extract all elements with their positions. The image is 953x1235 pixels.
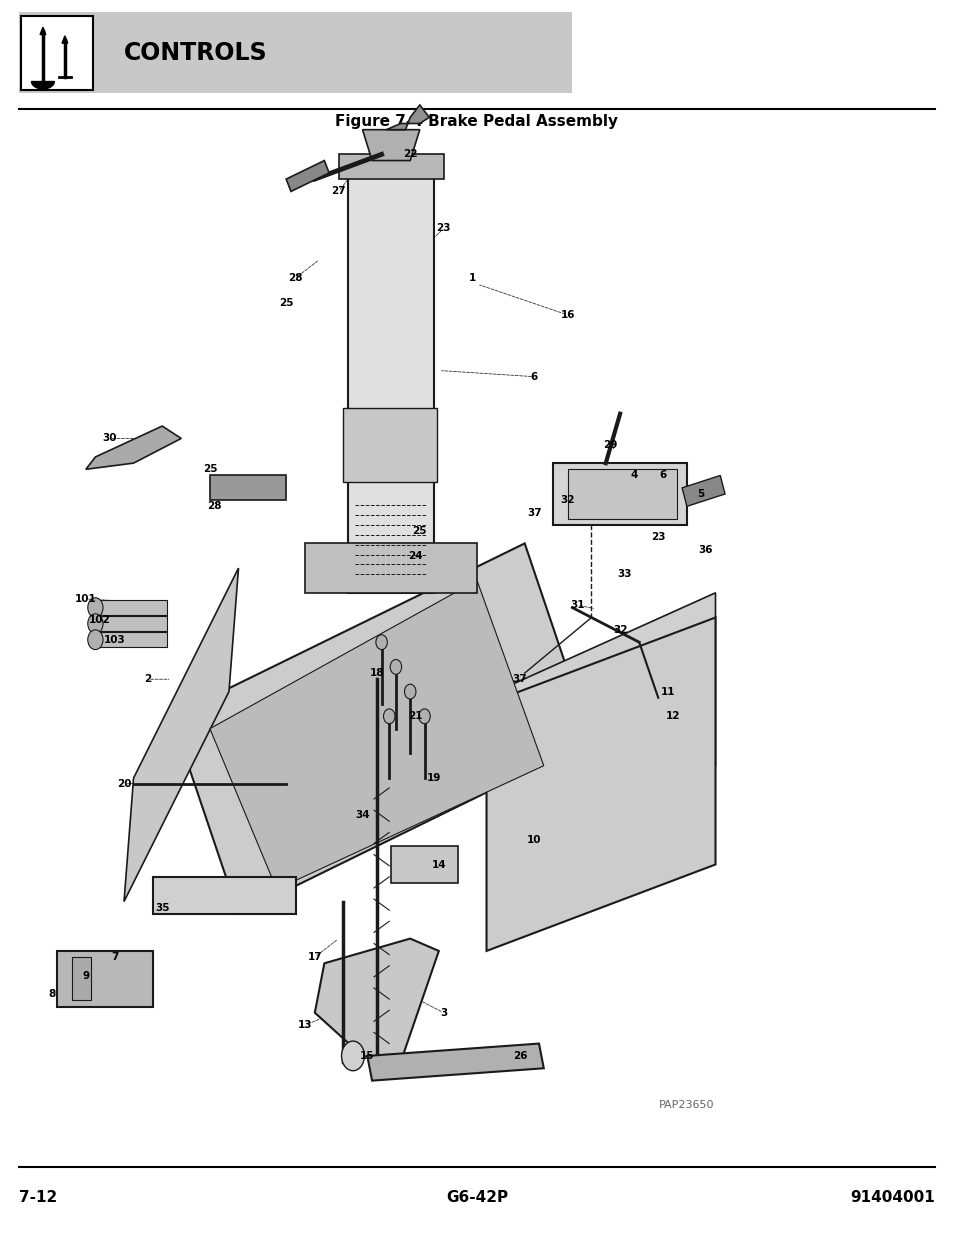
Polygon shape [348,161,434,593]
Text: 37: 37 [526,508,541,517]
Text: 8: 8 [49,989,56,999]
Text: 33: 33 [617,569,632,579]
Text: 101: 101 [75,594,96,604]
Text: 21: 21 [407,711,422,721]
Text: 28: 28 [288,273,303,283]
Text: 15: 15 [359,1051,375,1061]
Text: 7-12: 7-12 [19,1191,57,1205]
Text: 24: 24 [407,551,422,561]
Polygon shape [62,36,68,43]
Text: CONTROLS: CONTROLS [124,41,268,65]
Text: 30: 30 [102,433,117,443]
Text: 27: 27 [331,186,346,196]
Bar [19,12,572,93]
Polygon shape [553,463,686,525]
Text: 29: 29 [602,440,618,450]
Text: 18: 18 [369,668,384,678]
Text: 25: 25 [202,464,217,474]
Polygon shape [210,580,543,889]
Circle shape [88,598,103,618]
Text: 1: 1 [468,273,476,283]
Text: 23: 23 [650,532,665,542]
Polygon shape [386,105,429,130]
Polygon shape [57,951,152,1007]
Text: 14: 14 [431,860,446,869]
Polygon shape [681,475,724,506]
Polygon shape [86,426,181,469]
Polygon shape [91,632,167,647]
Text: 34: 34 [355,810,370,820]
Text: 25: 25 [412,526,427,536]
Text: 10: 10 [526,835,541,845]
Text: 103: 103 [104,635,125,645]
Circle shape [341,1041,364,1071]
Text: 23: 23 [436,224,451,233]
Text: G6-42P: G6-42P [445,1191,508,1205]
Polygon shape [314,939,438,1062]
Polygon shape [91,600,167,615]
Text: 32: 32 [559,495,575,505]
Circle shape [418,709,430,724]
Polygon shape [305,543,476,593]
Text: 35: 35 [154,903,170,913]
Text: 32: 32 [612,625,627,635]
Circle shape [404,684,416,699]
Polygon shape [71,957,91,1000]
Polygon shape [172,543,591,914]
Circle shape [383,709,395,724]
Text: 5: 5 [697,489,704,499]
Polygon shape [286,161,329,191]
Circle shape [375,635,387,650]
Text: 3: 3 [439,1008,447,1018]
Polygon shape [91,616,167,631]
Text: 36: 36 [698,545,713,555]
Text: 20: 20 [116,779,132,789]
Text: 6: 6 [530,372,537,382]
Polygon shape [338,154,443,179]
Polygon shape [362,130,419,161]
Text: 6: 6 [659,471,666,480]
Text: 31: 31 [569,600,584,610]
Circle shape [88,614,103,634]
Polygon shape [496,593,715,889]
Text: 19: 19 [426,773,441,783]
Circle shape [390,659,401,674]
Text: 91404001: 91404001 [849,1191,934,1205]
Bar [21,16,92,90]
Polygon shape [367,1044,543,1081]
Polygon shape [210,475,286,500]
Text: 2: 2 [144,674,152,684]
Text: 25: 25 [278,298,294,308]
Polygon shape [31,82,54,89]
Text: 12: 12 [664,711,679,721]
Polygon shape [124,568,238,902]
Text: 102: 102 [90,615,111,625]
Polygon shape [567,469,677,519]
Polygon shape [40,27,46,35]
Text: 7: 7 [111,952,118,962]
Polygon shape [486,618,715,951]
Text: 16: 16 [559,310,575,320]
Text: 13: 13 [297,1020,313,1030]
Text: 26: 26 [512,1051,527,1061]
Text: Figure 7-4 Brake Pedal Assembly: Figure 7-4 Brake Pedal Assembly [335,114,618,128]
Text: PAP23650: PAP23650 [659,1100,714,1110]
Text: 17: 17 [307,952,322,962]
Text: 11: 11 [659,687,675,697]
Text: 28: 28 [207,501,222,511]
Text: 37: 37 [512,674,527,684]
Text: 22: 22 [402,149,417,159]
Polygon shape [343,408,436,482]
Polygon shape [391,846,457,883]
Text: 4: 4 [630,471,638,480]
Circle shape [88,630,103,650]
Polygon shape [152,877,295,914]
Text: 9: 9 [82,971,90,981]
